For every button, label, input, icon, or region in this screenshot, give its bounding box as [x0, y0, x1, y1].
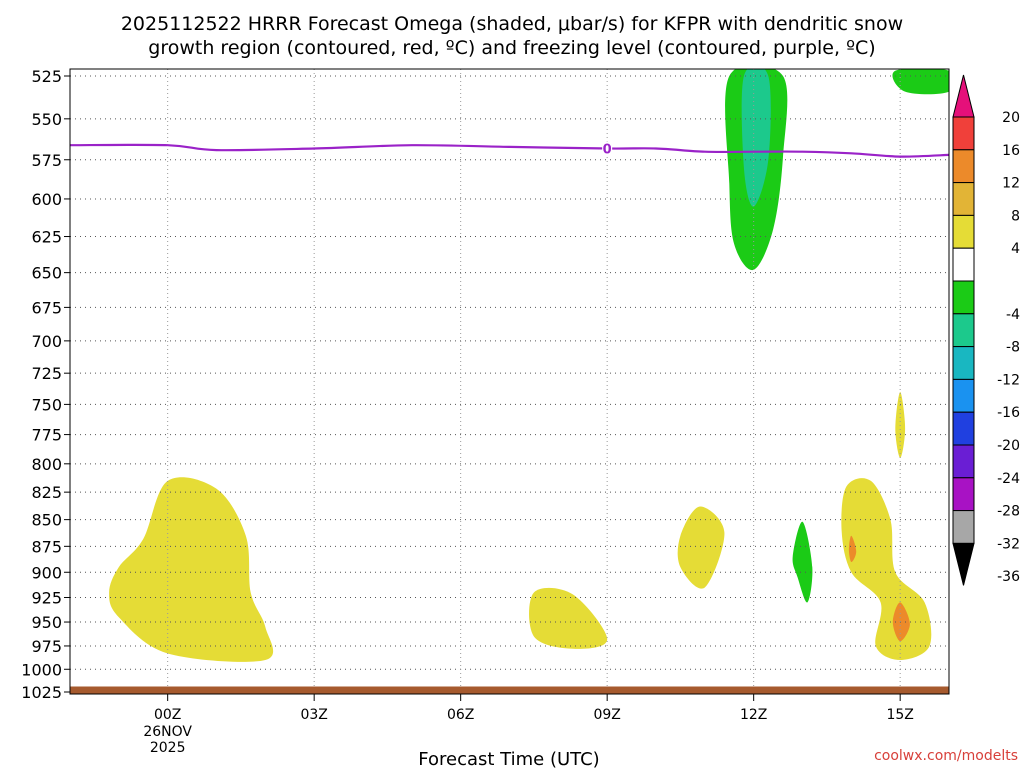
- plot-frame: [69, 68, 950, 695]
- xtick-sublabel-2025: 2025: [150, 740, 186, 756]
- ytick-label-825: 825: [31, 483, 62, 502]
- ytick-label-600: 600: [31, 190, 62, 209]
- ytick-label-625: 625: [31, 228, 62, 247]
- upper-green-corner-15z: [892, 69, 949, 95]
- xtick-sublabel-26NOV: 26NOV: [143, 724, 192, 740]
- colorbar-label--8: -8: [1006, 340, 1020, 356]
- colorbar-bottom-arrow: [952, 542, 975, 586]
- colorbar-label--12: -12: [997, 372, 1020, 388]
- ytick-label-575: 575: [31, 151, 62, 170]
- xtick-label-06Z: 06Z: [447, 707, 474, 723]
- colorbar-band--16-to--12: [952, 346, 975, 380]
- lower-yellow-blob-11z: [677, 506, 725, 589]
- x-axis-label: Forecast Time (UTC): [418, 749, 599, 768]
- colorbar-band--4-to-4: [952, 247, 975, 282]
- colorbar-band--28-to--24: [952, 444, 975, 479]
- ytick-label-675: 675: [31, 298, 62, 317]
- colorbar-label-8: 8: [1011, 208, 1020, 224]
- xtick-label-03Z: 03Z: [300, 707, 327, 723]
- colorbar-label--4: -4: [1006, 307, 1020, 323]
- ytick-label-925: 925: [31, 588, 62, 607]
- ytick-label-875: 875: [31, 537, 62, 556]
- y-axis-ticks: 525 550 575 600 625 650 675 700 725 750 775 800 825 8…: [21, 67, 70, 702]
- ytick-label-700: 700: [31, 332, 62, 351]
- lower-yellow-blob-00z: [109, 477, 274, 662]
- ytick-label-550: 550: [31, 110, 62, 129]
- colorbar-label-16: 16: [1002, 143, 1020, 159]
- ytick-label-650: 650: [31, 264, 62, 283]
- colorbar-label--16: -16: [997, 405, 1020, 421]
- ytick-label-750: 750: [31, 395, 62, 414]
- colorbar-band-4-to-8: [952, 214, 975, 249]
- ytick-label-1025: 1025: [21, 683, 62, 702]
- colorbar-label-20: 20: [1002, 110, 1020, 126]
- freezing-level-label-bg: [602, 141, 613, 155]
- colorbar: 20 16 12 8 4 -4 -8 -12 -16 -20 -24 -28 -32 -36: [952, 74, 1020, 586]
- colorbar-label-12: 12: [1002, 176, 1020, 192]
- colorbar-label--20: -20: [997, 438, 1020, 454]
- chart-title-line-2: growth region (contoured, red, ºC) and f…: [148, 37, 875, 59]
- credit-label: coolwx.com/modelts: [874, 748, 1018, 764]
- xtick-label-00Z: 00Z: [154, 707, 181, 723]
- lower-yellow-blob-08z: [529, 587, 608, 649]
- ytick-label-775: 775: [31, 426, 62, 445]
- lower-green-streak-13z: [792, 521, 813, 603]
- colorbar-label--32: -32: [997, 536, 1020, 552]
- colorbar-band--32-to--28: [952, 477, 975, 512]
- lower-orange-spot-15z: [892, 602, 910, 642]
- freezing-level-contour: 0: [69, 141, 950, 158]
- ground-surface: [70, 686, 949, 694]
- colorbar-band--8-to--4: [952, 280, 975, 315]
- chart-title-line-1: 2025112522 HRRR Forecast Omega (shaded, …: [121, 13, 903, 35]
- ytick-label-900: 900: [31, 563, 62, 582]
- colorbar-band--20-to--16: [952, 378, 975, 413]
- plot-area: 0: [69, 68, 950, 695]
- freezing-level-line: [69, 143, 950, 158]
- ytick-label-725: 725: [31, 364, 62, 383]
- ytick-label-950: 950: [31, 613, 62, 632]
- omega-regions: [109, 69, 949, 662]
- lower-yellow-blob-14z-15z: [841, 478, 932, 660]
- upper-teal-core-12z: [741, 69, 771, 207]
- colorbar-band--36-to--32: [952, 510, 975, 544]
- colorbar-band--12-to--8: [952, 313, 975, 348]
- colorbar-band-12-to-16: [952, 149, 975, 184]
- colorbar-band--24-to--20: [952, 411, 975, 446]
- surface-band: [70, 686, 949, 694]
- colorbar-band-8-to-12: [952, 182, 975, 216]
- colorbar-label--24: -24: [997, 471, 1020, 487]
- freezing-level-label: 0: [603, 142, 612, 157]
- ytick-label-850: 850: [31, 511, 62, 530]
- colorbar-band-16-to-20: [952, 116, 975, 151]
- xtick-label-15Z: 15Z: [886, 707, 913, 723]
- lower-orange-spot-14z: [848, 535, 857, 563]
- xtick-label-12Z: 12Z: [740, 707, 767, 723]
- colorbar-label--36: -36: [997, 569, 1020, 585]
- ytick-label-975: 975: [31, 637, 62, 656]
- ytick-label-525: 525: [31, 67, 62, 86]
- time-gridlines: [167, 69, 901, 694]
- xtick-label-09Z: 09Z: [593, 707, 620, 723]
- colorbar-top-arrow: [952, 74, 975, 118]
- ytick-label-1000: 1000: [21, 660, 62, 679]
- colorbar-label-4: 4: [1011, 241, 1020, 257]
- ytick-label-800: 800: [31, 455, 62, 474]
- colorbar-label--28: -28: [997, 504, 1020, 520]
